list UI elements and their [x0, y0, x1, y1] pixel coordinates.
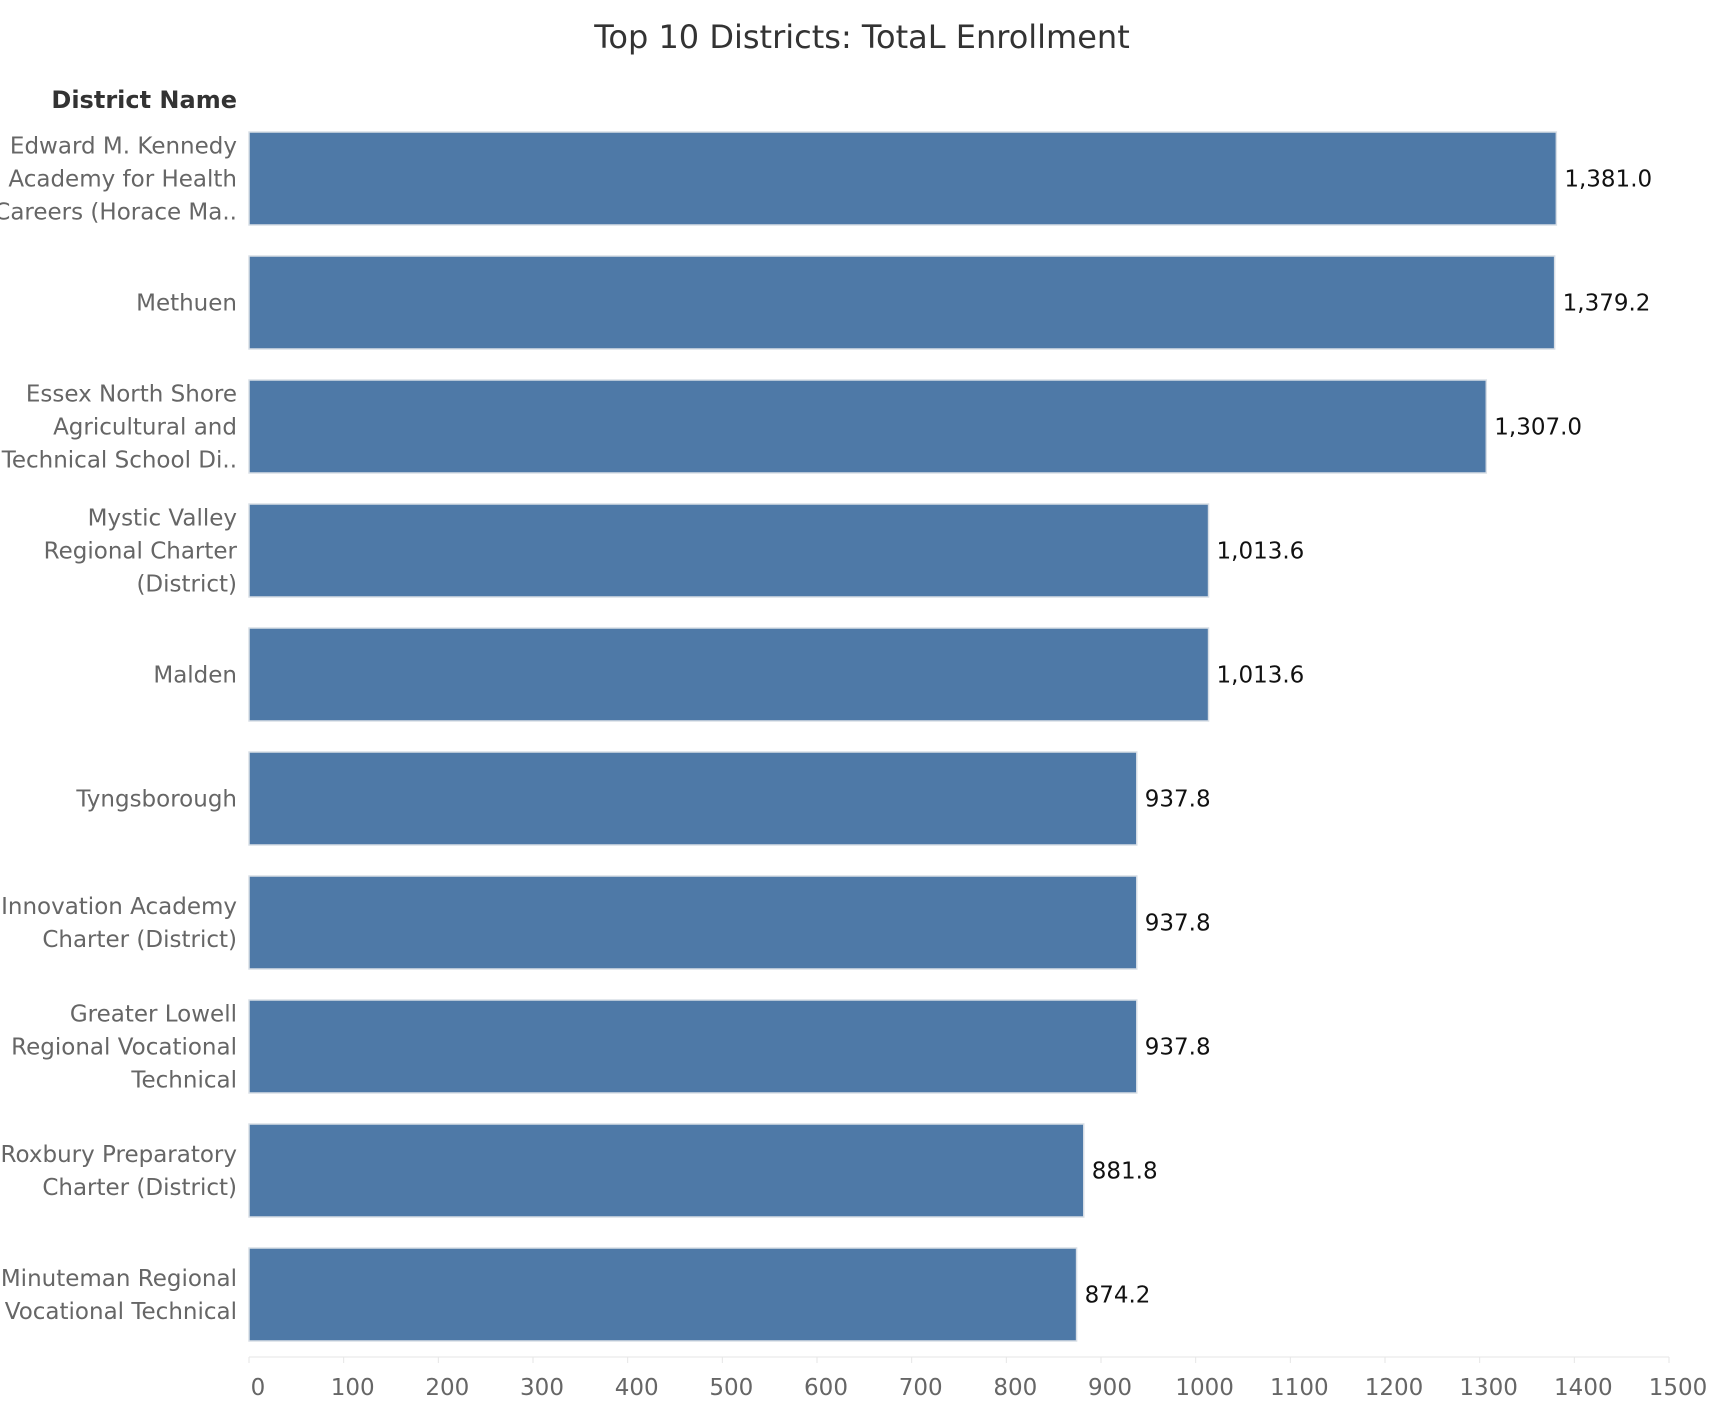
x-tick-label: 200 [425, 1375, 469, 1401]
x-tick-label: 900 [1088, 1375, 1132, 1401]
category-label: Minuteman Regional [1, 1266, 237, 1292]
category-label: Regional Charter [44, 539, 238, 565]
category-label: Charter (District) [42, 927, 237, 953]
x-tick-label: 300 [520, 1375, 564, 1401]
x-tick-label: 1100 [1270, 1375, 1329, 1401]
bar [248, 255, 1556, 350]
x-axis: 0 100 200 300 400 500 600 700 800 900 1000 1100 1200… [248, 1356, 1708, 1401]
x-tick-label: 1500 [1649, 1375, 1708, 1401]
category-label: Mystic Valley [88, 506, 237, 532]
category-label: Charter (District) [42, 1175, 237, 1201]
category-label: Greater Lowell [70, 1002, 237, 1028]
bar [248, 1123, 1085, 1218]
category-label: Tyngsborough [75, 787, 237, 813]
category-label: (District) [136, 572, 237, 598]
bar [248, 875, 1138, 970]
chart-title: Top 10 Districts: TotaL Enrollment [593, 18, 1129, 56]
category-label: Malden [153, 663, 237, 689]
category-label: Innovation Academy [1, 894, 237, 920]
row-header: District Name [51, 86, 237, 114]
x-tick-label: 600 [804, 1375, 848, 1401]
category-label: Careers (Horace Ma.. [0, 200, 237, 226]
x-tick-label: 1400 [1554, 1375, 1613, 1401]
bar [248, 999, 1138, 1094]
category-label: Technical [130, 1068, 237, 1094]
x-tick-label: 0 [251, 1375, 266, 1401]
category-label: Technical School Di.. [1, 448, 237, 474]
category-label: Edward M. Kennedy [10, 134, 237, 160]
category-label: Regional Vocational [11, 1035, 237, 1061]
category-label: Essex North Shore [26, 382, 237, 408]
data-label: 937.8 [1145, 911, 1211, 937]
bar [248, 379, 1488, 474]
category-labels-group: Edward M. Kennedy Academy for Health Caree… [0, 134, 238, 1326]
x-tick-label: 700 [899, 1375, 943, 1401]
data-label: 881.8 [1092, 1159, 1158, 1185]
data-label: 1,381.0 [1564, 167, 1652, 193]
category-label: Academy for Health [8, 167, 237, 193]
x-tick-label: 500 [709, 1375, 753, 1401]
x-tick-label: 100 [331, 1375, 375, 1401]
x-tick-label: 1000 [1175, 1375, 1234, 1401]
data-label: 937.8 [1145, 1035, 1211, 1061]
bar [248, 1247, 1078, 1342]
data-label: 874.2 [1085, 1283, 1151, 1309]
bar [248, 131, 1558, 226]
data-label: 937.8 [1145, 787, 1211, 813]
data-label: 1,013.6 [1217, 539, 1305, 565]
bars-group [248, 131, 1558, 1342]
x-tick-label: 1200 [1365, 1375, 1424, 1401]
category-label: Methuen [136, 291, 237, 317]
category-label: Roxbury Preparatory [1, 1142, 237, 1168]
category-label: Agricultural and [53, 415, 237, 441]
data-label: 1,379.2 [1563, 291, 1651, 317]
data-label: 1,013.6 [1217, 663, 1305, 689]
bar [248, 751, 1138, 846]
value-labels-group: 1,381.0 1,379.2 1,307.0 1,013.6 1,013.6 937.8… [1085, 167, 1653, 1309]
x-tick-label: 800 [993, 1375, 1037, 1401]
x-tick-label: 400 [615, 1375, 659, 1401]
x-tick-label: 1300 [1459, 1375, 1518, 1401]
category-label: Vocational Technical [5, 1299, 237, 1325]
bar [248, 503, 1210, 598]
bar [248, 627, 1210, 722]
data-label: 1,307.0 [1494, 415, 1582, 441]
